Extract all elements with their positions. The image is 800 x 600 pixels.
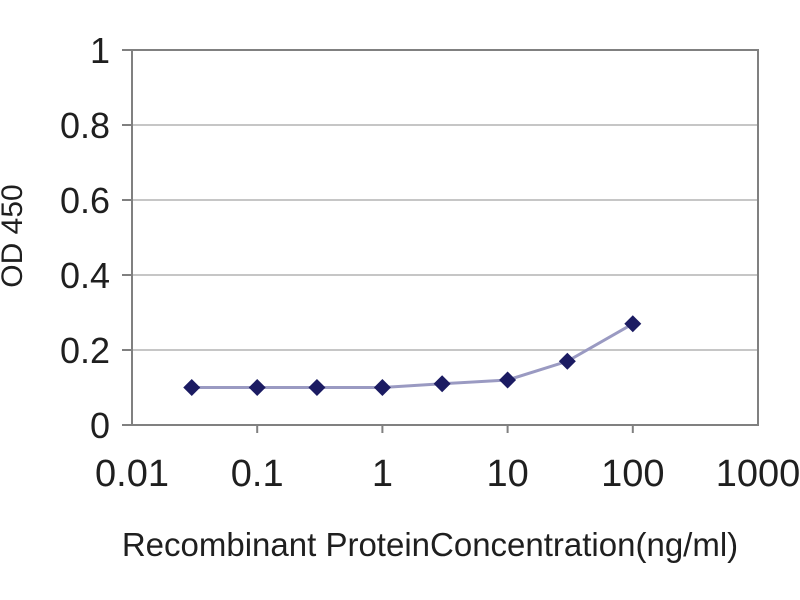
y-tick-label-1: 1 <box>90 30 110 71</box>
series-line <box>191 322 634 389</box>
plot-border <box>131 49 759 426</box>
data-point-marker-30 <box>558 352 576 370</box>
x-axis-title: Recombinant ProteinConcentration(ng/ml) <box>122 526 738 563</box>
y-tick-label-0.4: 0.4 <box>60 255 110 296</box>
y-tick-label-0: 0 <box>90 405 110 446</box>
data-point-marker-0.03 <box>183 379 201 396</box>
data-point-marker-0.3 <box>308 379 326 396</box>
data-point-marker-3 <box>433 375 451 393</box>
x-tick-label-0.01: 0.01 <box>95 453 169 495</box>
data-point-marker-1 <box>373 379 391 396</box>
x-tick-label-0.1: 0.1 <box>231 453 284 495</box>
plot-frame-layer <box>131 49 759 426</box>
y-tick-label-0.2: 0.2 <box>60 330 110 371</box>
gridlines-layer <box>132 124 758 351</box>
x-tick-label-100: 100 <box>601 453 664 495</box>
y-tick-label-0.8: 0.8 <box>60 105 110 146</box>
tick-labels-layer: 0 0.2 0.4 0.6 0.8 1 0.01 0.1 1 10 100 1000 <box>60 30 800 495</box>
y-tick-label-0.6: 0.6 <box>60 180 110 221</box>
data-series-layer <box>183 315 642 396</box>
x-tick-label-1: 1 <box>372 453 393 495</box>
data-point-marker-100 <box>624 315 642 333</box>
tick-marks-layer <box>122 49 634 433</box>
data-point-marker-0.1 <box>248 379 266 396</box>
data-point-marker-10 <box>499 371 517 389</box>
x-tick-label-10: 10 <box>486 453 528 495</box>
x-tick-label-1000: 1000 <box>716 453 800 495</box>
y-axis-title: OD 450 <box>0 184 29 287</box>
